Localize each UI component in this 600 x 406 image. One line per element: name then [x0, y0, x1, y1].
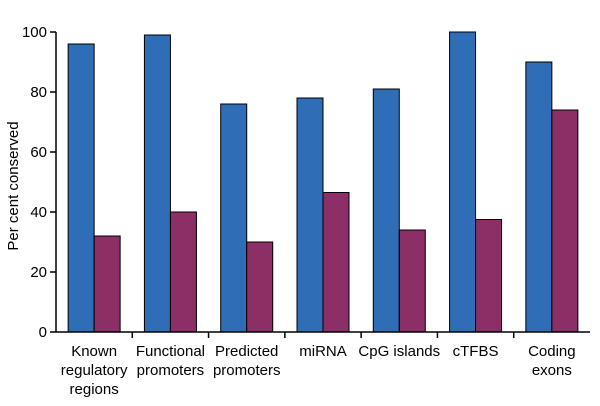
bar-series-2-1: [169, 211, 197, 333]
x-ticks-group: Known regulatory regions Functional promoter…: [61, 332, 576, 398]
y-ticks-group: 0 20 40 60 80 100: [22, 24, 56, 341]
x-category-label-line: cTFBS: [453, 343, 499, 360]
x-category-label-line: regions: [70, 381, 119, 398]
y-tick-label: 40: [30, 204, 47, 221]
y-axis-title: Per cent conserved: [5, 121, 22, 250]
bar-series-1-4: [372, 88, 400, 333]
x-category-label: Functional promoters: [136, 343, 205, 379]
y-tick-label: 0: [39, 324, 47, 341]
x-category-label: cTFBS: [453, 343, 499, 360]
x-category-label-line: regulatory: [61, 362, 128, 379]
x-category-label-line: exons: [532, 362, 572, 379]
bar-series-1-3: [296, 97, 324, 333]
y-tick-label: 80: [30, 84, 47, 101]
x-category-label: miRNA: [299, 343, 347, 360]
x-category-label-line: Predicted: [215, 343, 278, 360]
bar-series-1-0: [67, 43, 95, 333]
bar-series-1-2: [220, 103, 248, 333]
bar-series-1-5: [449, 31, 477, 333]
y-tick-label: 60: [30, 144, 47, 161]
x-category-label: CpG islands: [358, 343, 440, 360]
bar-series-1-1: [143, 34, 171, 333]
x-category-label-line: promoters: [213, 362, 281, 379]
bar-series-2-0: [93, 235, 121, 333]
bar-series-2-5: [475, 219, 503, 333]
y-tick-label: 100: [22, 24, 47, 41]
x-category-label-line: Coding: [528, 343, 576, 360]
x-category-label-line: promoters: [137, 362, 205, 379]
x-category-label-line: CpG islands: [358, 343, 440, 360]
bar-series-2-4: [398, 229, 426, 333]
axes-group: [55, 32, 590, 333]
x-category-label-line: Known: [71, 343, 117, 360]
y-tick-label: 20: [30, 264, 47, 281]
x-category-label: Known regulatory regions: [61, 343, 128, 398]
x-category-label: Coding exons: [528, 343, 576, 379]
x-category-label-line: miRNA: [299, 343, 347, 360]
x-category-label: Predicted promoters: [213, 343, 281, 379]
bar-series-2-2: [246, 241, 274, 333]
bar-series-2-6: [551, 109, 579, 333]
x-category-label-line: Functional: [136, 343, 205, 360]
bar-series-1-6: [525, 61, 553, 333]
bars-group: [67, 31, 579, 333]
bar-series-2-3: [322, 192, 350, 333]
